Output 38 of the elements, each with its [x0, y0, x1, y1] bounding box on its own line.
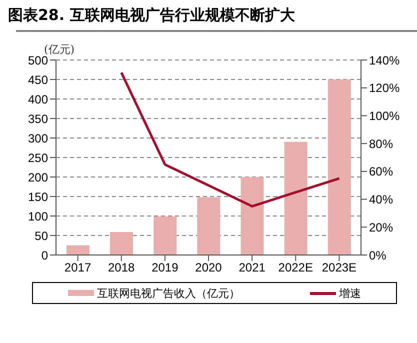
- x-tick-label: 2021: [238, 260, 266, 275]
- y2-tick-label: 60%: [369, 164, 394, 179]
- bar: [154, 216, 177, 255]
- y2-tick-label: 120%: [369, 81, 400, 96]
- y-tick-label: 0: [41, 248, 48, 262]
- bar: [328, 80, 351, 255]
- bar: [66, 245, 90, 255]
- y2-tick-label: 20%: [369, 220, 394, 234]
- y-tick-label: 350: [28, 112, 48, 126]
- y2-tick-label: 0%: [369, 248, 387, 262]
- x-tick-label: 2018: [108, 260, 136, 275]
- y2-tick-label: 100%: [369, 108, 400, 123]
- legend-label: 互联网电视广告收入（亿元）: [96, 286, 240, 300]
- y-tick-label: 500: [28, 53, 48, 68]
- y2-tick-label: 140%: [369, 53, 400, 68]
- y-tick-label: 100: [28, 209, 48, 224]
- y-tick-label: 300: [28, 131, 48, 146]
- y-tick-label: 400: [28, 92, 48, 106]
- bar: [110, 232, 134, 255]
- y-tick-label: 450: [28, 72, 48, 87]
- y-tick-label: 250: [28, 150, 48, 165]
- y-tick-label: 150: [28, 190, 48, 204]
- legend-label: 增速: [338, 286, 361, 300]
- y-axis-title: (亿元): [44, 42, 75, 56]
- y2-tick-label: 80%: [369, 136, 394, 151]
- x-tick-label: 2022E: [278, 260, 313, 275]
- bar: [240, 177, 264, 255]
- y-tick-label: 50: [34, 228, 48, 243]
- bar: [197, 197, 220, 255]
- y-tick-label: 200: [28, 170, 48, 184]
- line-series: [120, 71, 340, 208]
- y2-tick-label: 40%: [369, 192, 394, 207]
- x-tick-label: 2019: [152, 260, 179, 275]
- x-tick-label: 2023E: [322, 260, 357, 275]
- chart-title: 图表28. 互联网电视广告行业规模不断扩大: [8, 6, 295, 25]
- x-tick-label: 2020: [195, 260, 222, 275]
- x-tick-label: 2017: [64, 260, 92, 275]
- bar: [284, 142, 308, 255]
